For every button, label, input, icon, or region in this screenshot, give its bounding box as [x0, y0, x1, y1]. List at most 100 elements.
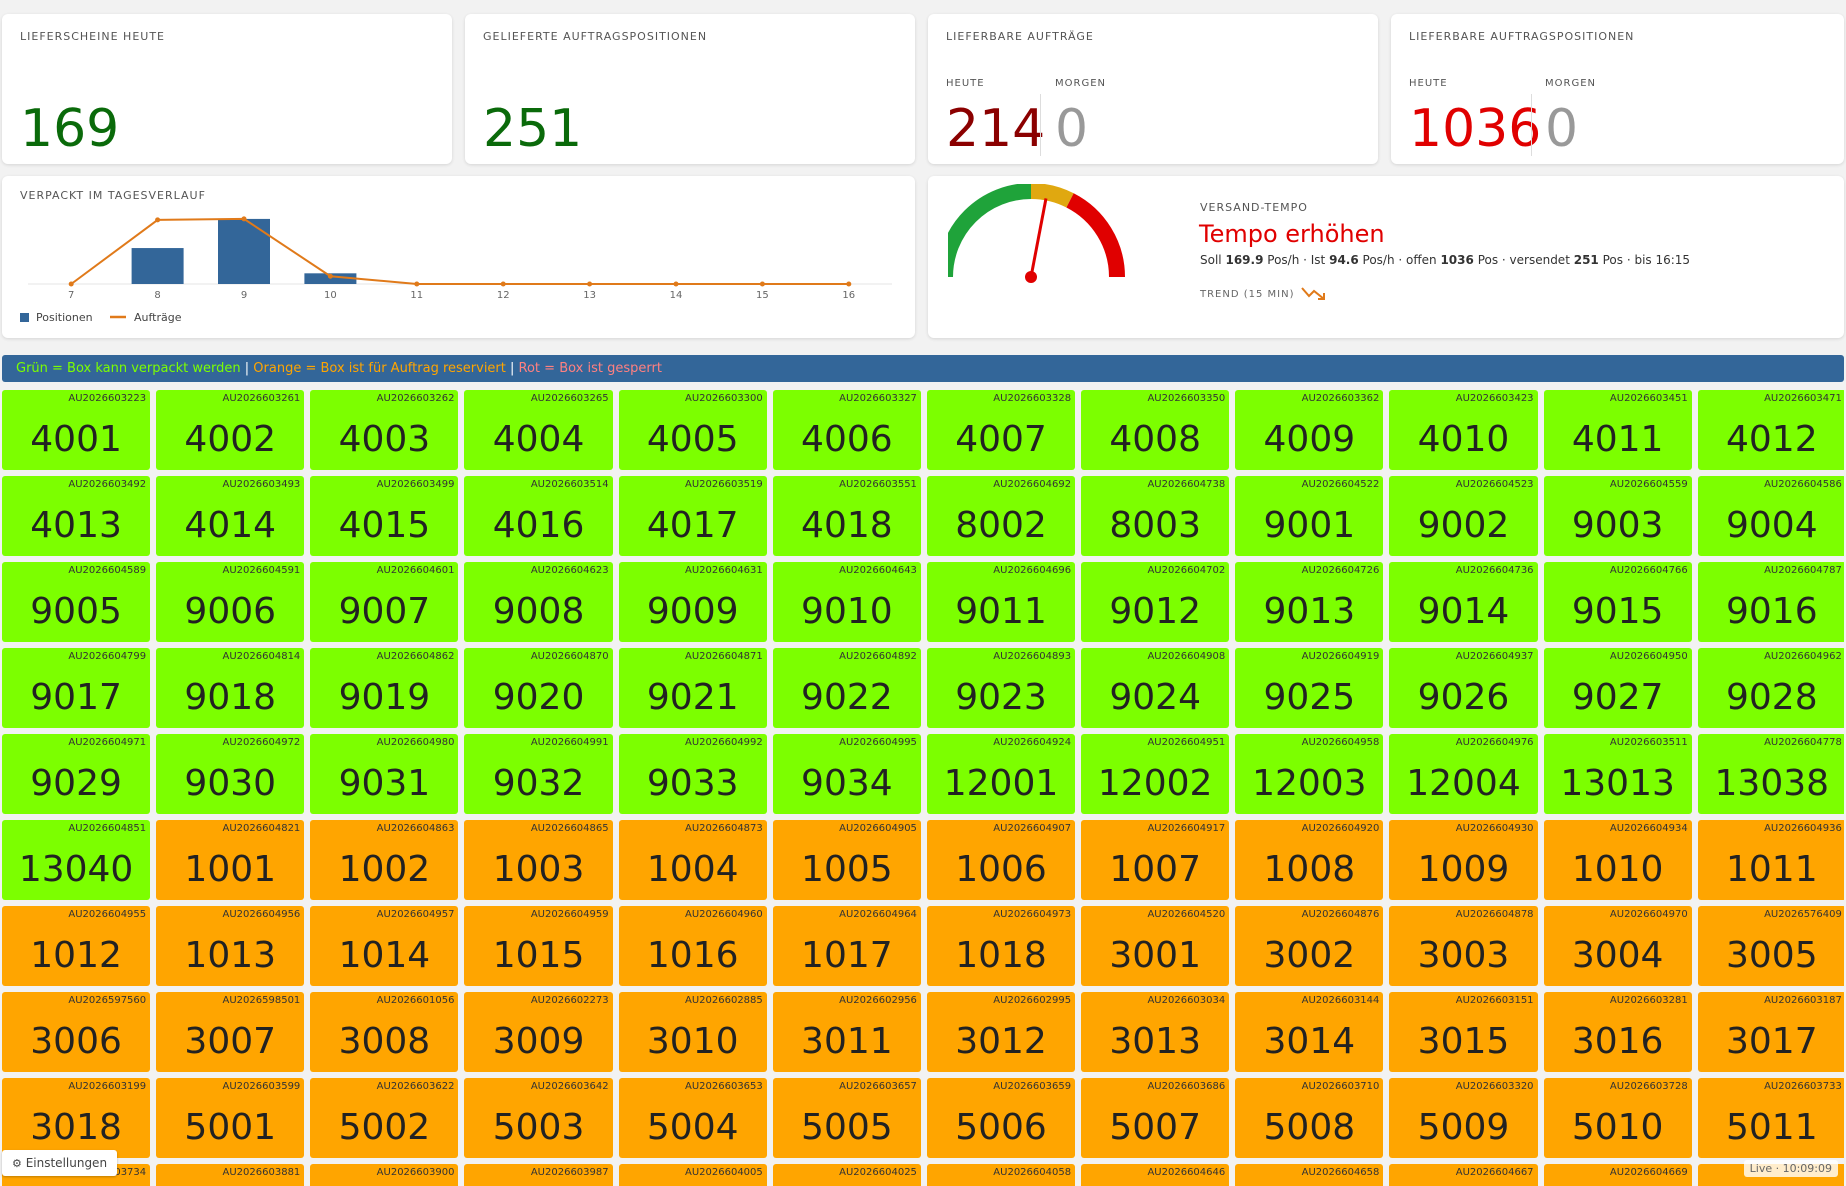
settings-button[interactable]: ⚙ Einstellungen: [2, 1150, 118, 1176]
box-tile[interactable]: AU2026604658: [1235, 1164, 1384, 1186]
box-tile[interactable]: AU2026604766 9015: [1543, 562, 1692, 642]
box-tile[interactable]: AU2026603199 3018: [2, 1078, 151, 1158]
box-tile[interactable]: AU2026604631 9009: [618, 562, 767, 642]
box-tile[interactable]: AU2026604821 1001: [156, 820, 305, 900]
box-tile[interactable]: AU2026604936 1011: [1697, 820, 1844, 900]
box-tile[interactable]: AU2026604907 1006: [926, 820, 1076, 900]
box-tile[interactable]: AU2026601056 3008: [310, 992, 459, 1072]
box-tile[interactable]: AU2026604667: [1389, 1164, 1538, 1186]
box-tile[interactable]: AU2026603659 5006: [926, 1078, 1076, 1158]
box-tile[interactable]: AU2026604950 9027: [1543, 648, 1692, 728]
box-tile[interactable]: AU2026604787 9016: [1697, 562, 1844, 642]
box-tile[interactable]: AU2026604973 1018: [926, 906, 1076, 986]
box-tile[interactable]: AU2026604995 9034: [772, 734, 921, 814]
box-tile[interactable]: AU2026604778 13038: [1697, 734, 1844, 814]
box-tile[interactable]: AU2026603423 4010: [1389, 390, 1538, 470]
box-tile[interactable]: AU2026603328 4007: [926, 390, 1076, 470]
box-tile[interactable]: AU2026604692 8002: [926, 476, 1076, 556]
box-tile[interactable]: AU2026604955 1012: [2, 906, 151, 986]
box-tile[interactable]: AU2026604870 9020: [464, 648, 613, 728]
box-tile[interactable]: AU2026603187 3017: [1697, 992, 1844, 1072]
box-tile[interactable]: AU2026603265 4004: [464, 390, 613, 470]
box-tile[interactable]: AU2026604934 1010: [1543, 820, 1692, 900]
box-tile[interactable]: AU2026604058: [926, 1164, 1076, 1186]
box-tile[interactable]: AU2026604601 9007: [310, 562, 459, 642]
box-tile[interactable]: AU2026604976 12004: [1389, 734, 1538, 814]
box-tile[interactable]: AU2026604862 9019: [310, 648, 459, 728]
box-tile[interactable]: AU2026604799 9017: [2, 648, 151, 728]
box-tile[interactable]: AU2026604962 9028: [1697, 648, 1844, 728]
box-tile[interactable]: AU2026598501 3007: [156, 992, 305, 1072]
box-tile[interactable]: AU2026604876 3002: [1235, 906, 1384, 986]
box-tile[interactable]: AU2026603728 5010: [1543, 1078, 1692, 1158]
box-tile[interactable]: AU2026604523 9002: [1389, 476, 1538, 556]
box-tile[interactable]: AU2026604873 1004: [618, 820, 767, 900]
box-tile[interactable]: AU2026602885 3010: [618, 992, 767, 1072]
box-tile[interactable]: AU2026603262 4003: [310, 390, 459, 470]
box-tile[interactable]: AU2026604980 9031: [310, 734, 459, 814]
box-tile[interactable]: AU2026604956 1013: [156, 906, 305, 986]
box-tile[interactable]: AU2026603151 3015: [1389, 992, 1538, 1072]
box-tile[interactable]: AU2026603900: [310, 1164, 459, 1186]
box-tile[interactable]: AU2026604005: [618, 1164, 767, 1186]
box-tile[interactable]: AU2026603144 3014: [1235, 992, 1384, 1072]
box-tile[interactable]: AU2026604892 9022: [772, 648, 921, 728]
box-tile[interactable]: AU2026603881: [156, 1164, 305, 1186]
box-tile[interactable]: AU2026597560 3006: [2, 992, 151, 1072]
box-tile[interactable]: AU2026604814 9018: [156, 648, 305, 728]
box-tile[interactable]: AU2026604520 3001: [1081, 906, 1230, 986]
box-tile[interactable]: AU2026603511 13013: [1543, 734, 1692, 814]
box-tile[interactable]: AU2026604937 9026: [1389, 648, 1538, 728]
box-tile[interactable]: AU2026603300 4005: [618, 390, 767, 470]
box-tile[interactable]: AU2026603350 4008: [1081, 390, 1230, 470]
box-tile[interactable]: AU2026604669: [1543, 1164, 1692, 1186]
box-tile[interactable]: AU2026603451 4011: [1543, 390, 1692, 470]
box-tile[interactable]: AU2026603551 4018: [772, 476, 921, 556]
box-tile[interactable]: AU2026604919 9025: [1235, 648, 1384, 728]
box-tile[interactable]: AU2026604957 1014: [310, 906, 459, 986]
box-tile[interactable]: AU2026603327 4006: [772, 390, 921, 470]
box-tile[interactable]: AU2026603987: [464, 1164, 613, 1186]
box-tile[interactable]: AU2026603653 5004: [618, 1078, 767, 1158]
box-tile[interactable]: AU2026604951 12002: [1081, 734, 1230, 814]
box-tile[interactable]: AU2026603710 5008: [1235, 1078, 1384, 1158]
box-tile[interactable]: AU2026604971 9029: [2, 734, 151, 814]
box-tile[interactable]: AU2026604646: [1081, 1164, 1230, 1186]
box-tile[interactable]: AU2026604559 9003: [1543, 476, 1692, 556]
box-tile[interactable]: AU2026603362 4009: [1235, 390, 1384, 470]
box-tile[interactable]: AU2026604924 12001: [926, 734, 1076, 814]
box-tile[interactable]: AU2026604908 9024: [1081, 648, 1230, 728]
box-tile[interactable]: AU2026604851 13040: [2, 820, 151, 900]
box-tile[interactable]: AU2026602273 3009: [464, 992, 613, 1072]
box-tile[interactable]: AU2026604920 1008: [1235, 820, 1384, 900]
box-tile[interactable]: AU2026603599 5001: [156, 1078, 305, 1158]
box-tile[interactable]: AU2026604736 9014: [1389, 562, 1538, 642]
box-tile[interactable]: AU2026604871 9021: [618, 648, 767, 728]
box-tile[interactable]: AU2026602995 3012: [926, 992, 1076, 1072]
box-tile[interactable]: AU2026604643 9010: [772, 562, 921, 642]
box-tile[interactable]: AU2026603686 5007: [1081, 1078, 1230, 1158]
box-tile[interactable]: AU2026604591 9006: [156, 562, 305, 642]
box-tile[interactable]: AU2026603034 3013: [1081, 992, 1230, 1072]
box-tile[interactable]: AU2026604696 9011: [926, 562, 1076, 642]
box-tile[interactable]: AU2026604726 9013: [1235, 562, 1384, 642]
box-tile[interactable]: AU2026604970 3004: [1543, 906, 1692, 986]
box-tile[interactable]: AU2026604623 9008: [464, 562, 613, 642]
box-tile[interactable]: AU2026603492 4013: [2, 476, 151, 556]
box-tile[interactable]: AU2026603223 4001: [2, 390, 151, 470]
box-tile[interactable]: AU2026604960 1016: [618, 906, 767, 986]
box-tile[interactable]: AU2026604917 1007: [1081, 820, 1230, 900]
box-tile[interactable]: AU2026604738 8003: [1081, 476, 1230, 556]
box-tile[interactable]: AU2026604958 12003: [1235, 734, 1384, 814]
box-tile[interactable]: AU2026603514 4016: [464, 476, 613, 556]
box-tile[interactable]: AU2026604992 9033: [618, 734, 767, 814]
box-tile[interactable]: AU2026603733 5011: [1697, 1078, 1844, 1158]
box-tile[interactable]: AU2026603499 4015: [310, 476, 459, 556]
box-tile[interactable]: AU2026603320 5009: [1389, 1078, 1538, 1158]
box-tile[interactable]: AU2026603281 3016: [1543, 992, 1692, 1072]
box-tile[interactable]: AU2026603622 5002: [310, 1078, 459, 1158]
box-tile[interactable]: AU2026604964 1017: [772, 906, 921, 986]
box-tile[interactable]: AU2026603471 4012: [1697, 390, 1844, 470]
box-tile[interactable]: AU2026604863 1002: [310, 820, 459, 900]
box-tile[interactable]: AU2026603261 4002: [156, 390, 305, 470]
